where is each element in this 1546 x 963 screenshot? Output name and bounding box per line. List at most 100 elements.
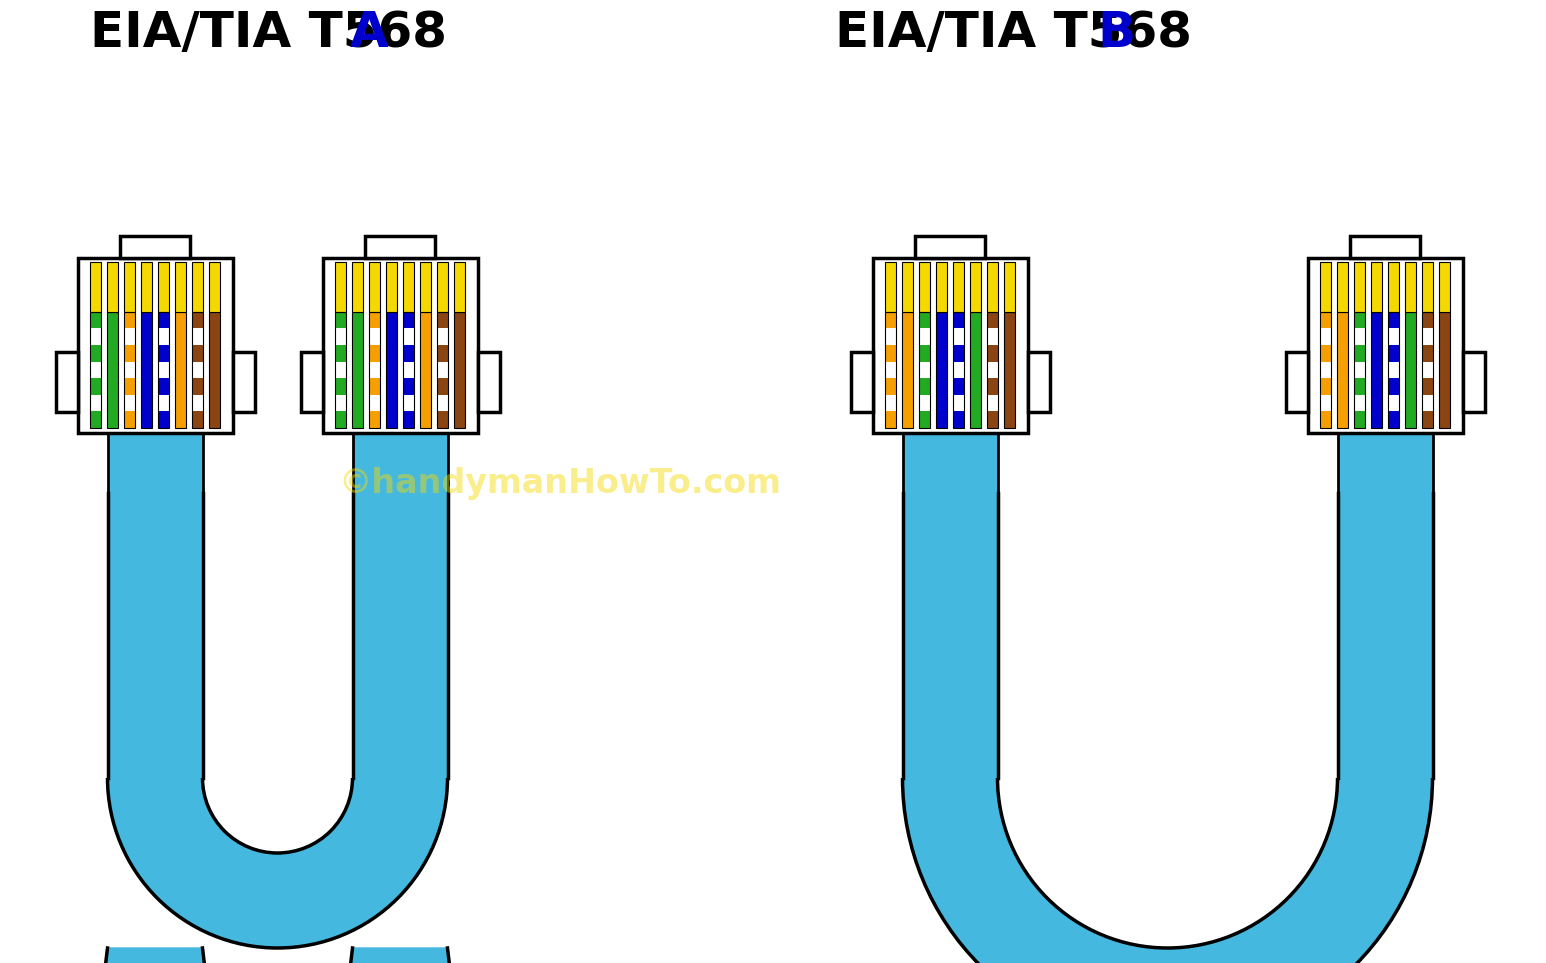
Bar (351, 262, 363, 312)
Bar (368, 411, 380, 428)
Bar (158, 312, 170, 328)
Bar (158, 395, 170, 411)
Bar (421, 262, 431, 312)
Bar (56, 352, 77, 412)
Bar (402, 345, 414, 361)
Bar (209, 262, 221, 312)
Bar (1405, 262, 1416, 312)
Bar (334, 312, 346, 328)
Bar (365, 236, 434, 258)
Bar (334, 361, 346, 378)
Bar (368, 328, 380, 345)
Bar (175, 262, 187, 312)
Bar (232, 352, 255, 412)
Bar (351, 312, 363, 428)
Bar (1028, 352, 1050, 412)
Bar (192, 345, 204, 361)
Bar (352, 493, 447, 778)
Bar (1003, 262, 1016, 312)
Bar (918, 361, 931, 378)
Bar (986, 312, 999, 428)
Bar (918, 395, 931, 411)
Bar (1463, 352, 1484, 412)
Bar (1354, 345, 1365, 361)
Bar (124, 312, 135, 428)
Bar (1439, 312, 1450, 428)
Bar (1388, 378, 1399, 395)
Bar (158, 328, 170, 345)
Bar (90, 345, 100, 361)
Bar (952, 312, 965, 428)
Bar (402, 312, 414, 328)
Bar (402, 361, 414, 378)
Bar (368, 312, 380, 328)
Bar (1286, 352, 1308, 412)
Bar (438, 312, 448, 328)
Bar (1388, 361, 1399, 378)
Bar (368, 361, 380, 378)
Bar (918, 312, 931, 328)
Wedge shape (997, 778, 1337, 948)
Bar (1422, 312, 1433, 428)
Bar (1422, 262, 1433, 312)
Bar (1405, 312, 1416, 428)
Bar (158, 361, 170, 378)
Bar (124, 361, 135, 378)
Bar (141, 312, 152, 428)
Bar (1439, 262, 1450, 312)
Bar (952, 262, 965, 312)
Bar (107, 312, 117, 428)
Bar (1422, 395, 1433, 411)
Bar (158, 411, 170, 428)
Bar (1320, 312, 1331, 328)
Polygon shape (346, 948, 453, 963)
Bar (1337, 262, 1348, 312)
Bar (385, 262, 397, 312)
Text: B: B (1098, 9, 1135, 57)
Bar (1308, 258, 1463, 433)
Bar (884, 312, 897, 428)
Bar (402, 262, 414, 312)
Bar (952, 361, 965, 378)
Bar (1320, 361, 1331, 378)
Bar (935, 312, 948, 428)
Bar (90, 361, 100, 378)
Bar (334, 345, 346, 361)
Bar (192, 378, 204, 395)
Bar (1422, 312, 1433, 328)
Bar (1388, 262, 1399, 312)
Bar (1422, 345, 1433, 361)
Bar (402, 312, 414, 428)
Bar (158, 262, 170, 312)
Bar (368, 262, 380, 312)
Bar (1354, 378, 1365, 395)
Bar (1354, 312, 1365, 428)
Bar (192, 328, 204, 345)
Bar (1320, 328, 1331, 345)
Bar (124, 411, 135, 428)
Bar (402, 395, 414, 411)
Bar (124, 262, 135, 312)
Bar (952, 411, 965, 428)
Bar (438, 328, 448, 345)
Bar (1320, 262, 1331, 312)
Bar (1320, 378, 1331, 395)
Bar (175, 312, 187, 428)
Bar (402, 411, 414, 428)
Bar (455, 312, 465, 428)
Bar (438, 361, 448, 378)
Bar (107, 262, 117, 312)
Bar (124, 345, 135, 361)
Bar (90, 312, 100, 428)
Bar (1371, 262, 1382, 312)
Text: A: A (349, 9, 388, 57)
Bar (952, 328, 965, 345)
Bar (1320, 312, 1331, 428)
Bar (1388, 312, 1399, 328)
Bar (368, 312, 380, 428)
Bar (124, 395, 135, 411)
Text: EIA/TIA T568: EIA/TIA T568 (90, 9, 447, 57)
Bar (918, 378, 931, 395)
Bar (368, 345, 380, 361)
Bar (402, 328, 414, 345)
